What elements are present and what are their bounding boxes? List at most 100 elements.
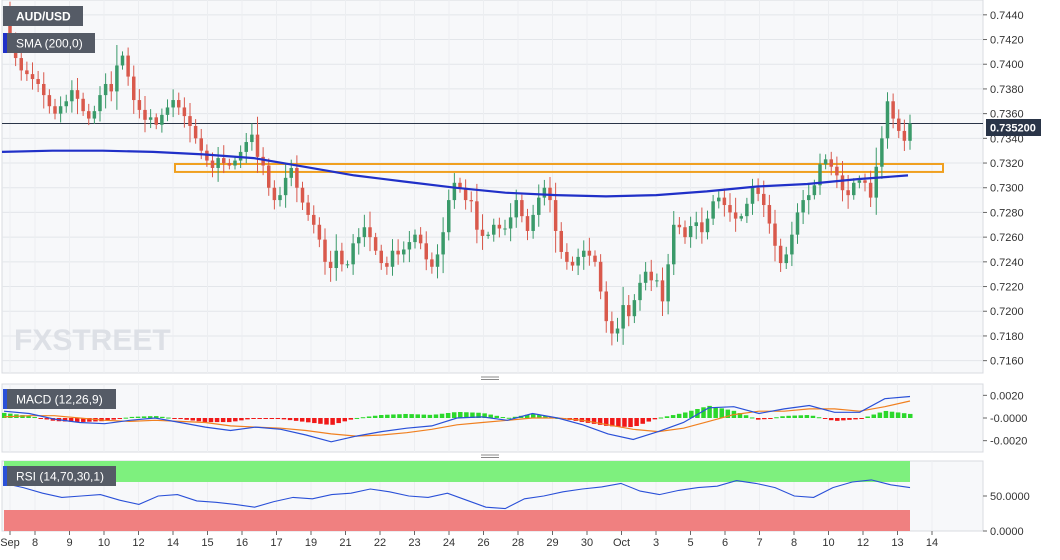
candle-down (373, 237, 378, 251)
macd-histogram-bar (391, 414, 396, 418)
candle-down (728, 205, 732, 213)
macd-histogram-bar (409, 414, 414, 418)
macd-histogram-bar (196, 418, 202, 422)
x-tick-label: 7 (756, 537, 762, 549)
candle-up (452, 182, 457, 201)
macd-histogram-bar (269, 418, 275, 419)
candle-down (722, 197, 727, 206)
macd-histogram-bar (147, 416, 153, 418)
candle-up (784, 254, 788, 264)
candle-down (458, 182, 462, 188)
candle-down (267, 165, 271, 188)
sma-label-box[interactable]: SMA (200,0) (3, 33, 95, 53)
macd-histogram-bar (835, 418, 840, 421)
x-tick-label: 12 (857, 537, 869, 549)
macd-histogram-bar (743, 415, 749, 418)
candle-up (447, 200, 451, 233)
pane-divider-2[interactable] (481, 454, 499, 458)
macd-histogram-bar (531, 414, 536, 418)
candle-up (492, 224, 496, 235)
candle-down (30, 74, 35, 80)
candle-up (801, 200, 805, 213)
macd-histogram-bar (877, 412, 883, 418)
macd-histogram-bar (32, 417, 37, 419)
candle-down (300, 187, 305, 203)
candle-down (25, 70, 29, 75)
macd-histogram-bar (506, 417, 512, 419)
x-tick-label: 29 (546, 537, 558, 549)
macd-histogram-bar (664, 416, 670, 418)
price-tick-label: 0.7400 (990, 59, 1024, 71)
macd-histogram-bar (464, 412, 469, 418)
candle-down (222, 158, 226, 164)
macd-histogram-bar (348, 418, 354, 420)
macd-histogram-bar (445, 412, 451, 418)
pane-divider-1[interactable] (481, 376, 499, 380)
macd-histogram-bar (385, 414, 390, 418)
macd-histogram-bar (141, 416, 147, 418)
candle-down (143, 109, 147, 120)
x-tick-label: Oct (613, 537, 630, 549)
x-tick-label: 15 (201, 537, 213, 549)
macd-histogram-bar (762, 418, 767, 420)
macd-histogram-bar (482, 413, 487, 418)
candle-down (480, 229, 485, 236)
candle-down (520, 200, 524, 217)
candle-up (790, 234, 794, 255)
macd-histogram-bar (220, 418, 226, 423)
candle-down (424, 243, 428, 260)
candle-down (75, 90, 80, 99)
candle-down (570, 261, 575, 266)
x-tick-label: 6 (722, 537, 728, 549)
macd-histogram-bar (318, 418, 323, 424)
sma-200-line (1, 149, 909, 198)
macd-histogram-bar (524, 414, 530, 418)
x-tick-label: 24 (443, 537, 455, 549)
macd-histogram-bar (427, 414, 433, 418)
candle-down (863, 180, 867, 183)
macd-histogram-bar (105, 418, 110, 421)
candle-down (137, 100, 142, 110)
macd-histogram-bar (330, 418, 335, 425)
candle-down (733, 212, 738, 219)
rsi-label-box[interactable]: RSI (14,70,30,1) (3, 466, 116, 486)
candle-up (885, 101, 890, 139)
macd-histogram-bar (342, 418, 348, 422)
macd-histogram-bar (233, 418, 238, 422)
candle-down (126, 55, 130, 77)
macd-label-box[interactable]: MACD (12,26,9) (3, 389, 116, 409)
macd-histogram-bar (901, 413, 907, 418)
candle-down (306, 202, 310, 215)
candle-up (390, 250, 395, 267)
macd-histogram-bar (68, 418, 74, 422)
candle-up (92, 111, 97, 119)
symbol-label-box[interactable]: AUD/USD (3, 6, 83, 26)
x-tick-label: 10 (98, 537, 110, 549)
candle-down (756, 187, 760, 194)
macd-histogram-bar (628, 418, 633, 428)
macd-histogram-bar (26, 415, 31, 418)
candle-down (677, 224, 682, 228)
candle-down (193, 125, 198, 139)
candle-down (598, 261, 603, 292)
macd-histogram-bar (117, 418, 123, 419)
candle-down (418, 234, 423, 244)
x-tick-label: 8 (32, 537, 38, 549)
macd-signal-line (3, 400, 911, 437)
macd-histogram-bar (451, 412, 457, 418)
macd-histogram-bar (476, 412, 481, 418)
macd-histogram-bar (184, 418, 189, 420)
candle-down (323, 239, 327, 262)
macd-histogram-bar (360, 417, 366, 419)
candle-up (818, 164, 822, 186)
macd-histogram-bar (190, 418, 195, 421)
candle-up (795, 212, 800, 235)
candle-down (767, 205, 772, 224)
candle-down (368, 227, 372, 238)
macd-histogram-bar (689, 410, 694, 418)
macd-histogram-bar (652, 418, 658, 420)
candle-down (42, 83, 46, 96)
macd-histogram-bar (908, 413, 913, 418)
macd-histogram-bar (433, 414, 439, 418)
candle-up (98, 95, 102, 112)
